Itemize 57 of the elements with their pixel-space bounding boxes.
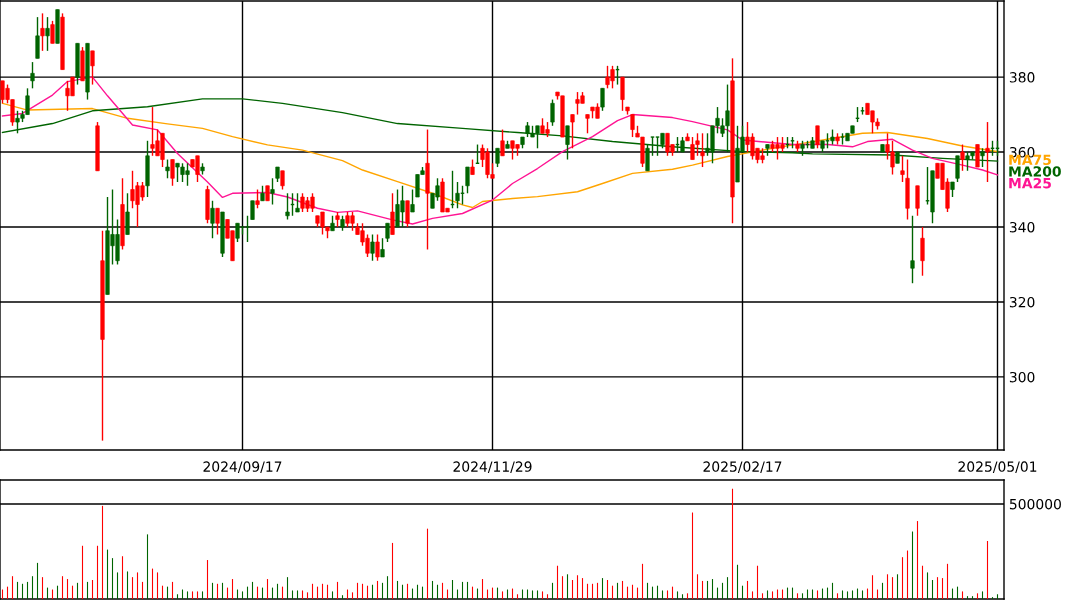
candlestick (255, 188, 260, 209)
candlestick (285, 192, 290, 221)
candlestick (620, 76, 625, 112)
x-tick-label: 2024/11/29 (453, 461, 532, 473)
candlestick (235, 222, 240, 243)
candlestick (40, 12, 45, 52)
y-tick-label: 300 (1009, 371, 1035, 383)
candlestick (125, 192, 130, 236)
y-tick-label: 500000 (1009, 498, 1061, 510)
candlestick (900, 155, 905, 183)
candlestick (570, 113, 575, 149)
candlestick (270, 177, 275, 206)
candlestick (910, 215, 915, 284)
candlestick (380, 237, 385, 258)
candlestick (90, 50, 95, 86)
candlestick (915, 185, 920, 217)
candlestick (465, 166, 470, 194)
candlestick (295, 192, 300, 213)
x-tick-label: 2025/02/17 (703, 461, 782, 473)
candlestick (495, 147, 500, 168)
candlestick (700, 132, 705, 168)
candlestick (30, 61, 35, 90)
series-label: MA25 (1009, 177, 1051, 189)
y-tick-label: 380 (1009, 72, 1035, 83)
candlestick (280, 170, 285, 191)
candlestick (45, 16, 50, 52)
x-tick-label: 2025/05/01 (958, 461, 1037, 473)
candlestick (650, 136, 655, 157)
x-tick-label: 2024/09/17 (203, 461, 282, 473)
candlestick (375, 233, 380, 262)
candlestick (455, 181, 460, 209)
candlestick (385, 222, 390, 243)
candlestick (920, 226, 925, 277)
candlestick (585, 113, 590, 134)
candlestick (975, 143, 980, 168)
candlestick (245, 215, 250, 243)
candlestick (410, 188, 415, 213)
series-label: MA200 (1009, 166, 1061, 177)
candlestick (35, 16, 40, 60)
candlestick (985, 121, 990, 183)
candlestick (210, 200, 215, 239)
candlestick (215, 207, 220, 236)
candlestick (165, 158, 170, 179)
candlestick (500, 128, 505, 157)
y-tick-label: 320 (1009, 296, 1035, 308)
candlestick (370, 233, 375, 262)
candlestick (960, 143, 965, 172)
candlestick (600, 87, 605, 112)
y-tick-label: 340 (1009, 221, 1035, 233)
candlestick (550, 98, 555, 127)
candlestick (250, 200, 255, 221)
candlestick (405, 200, 410, 228)
candlestick (50, 20, 55, 45)
candlestick (170, 158, 175, 187)
candlestick (630, 113, 635, 138)
candlestick (815, 125, 820, 149)
candlestick (390, 192, 395, 236)
